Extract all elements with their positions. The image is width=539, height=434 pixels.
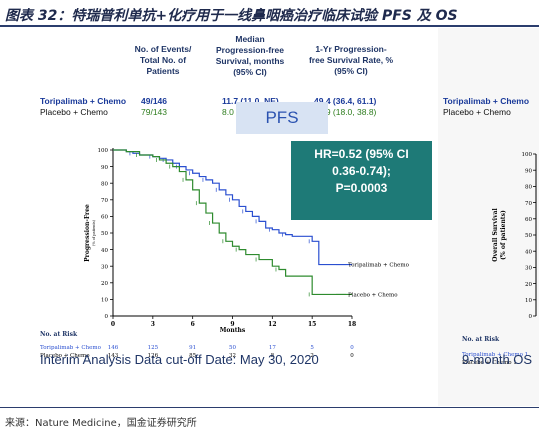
y-tick-label: 60	[101, 215, 108, 221]
right-y-tick-label: 30	[525, 266, 532, 272]
x-tick-label: 12	[268, 321, 276, 328]
right-y-tick-label: 20	[525, 282, 532, 288]
y-axis-label: Progression-Free	[84, 204, 91, 262]
row-tori-events: 49/146	[141, 96, 167, 106]
right-y-tick-label: 10	[525, 298, 532, 304]
at-risk-value: 8	[271, 353, 275, 359]
legend-label-toripalimab: Toripalimab + Chemo	[348, 263, 410, 269]
y-tick-label: 40	[101, 248, 108, 254]
row-placebo-events: 79/143	[141, 107, 167, 117]
right-y-tick-label: 90	[525, 168, 532, 174]
at-risk-value: 126	[148, 353, 159, 359]
right-row-tori: Toripalimab + Chemo	[443, 96, 530, 106]
right-at-risk-label: No. at Risk	[462, 336, 500, 343]
right-y-tick-label: 40	[525, 249, 532, 255]
source-note: 来源：Nature Medicine，国金证券研究所	[5, 418, 197, 429]
at-risk-value: 17	[269, 345, 276, 351]
y-tick-label: 80	[101, 181, 108, 187]
km-series-placebo	[113, 149, 352, 296]
row-placebo-name: Placebo + Chemo	[40, 107, 108, 117]
at-risk-value: 91	[189, 345, 196, 351]
x-tick-label: 9	[230, 321, 234, 328]
row-placebo-rate: 27.9 (18.0, 38.8)	[314, 107, 377, 117]
y-tick-label: 30	[101, 264, 108, 270]
x-tick-label: 3	[151, 321, 155, 328]
row-tori-rate: 49.4 (36.4, 61.1)	[314, 96, 377, 106]
source-rule	[0, 407, 539, 408]
figure-header: 图表 32：特瑞普利单抗+化疗用于一线鼻咽癌治疗临床试验 PFS 及 OS	[0, 0, 539, 27]
x-tick-label: 6	[191, 321, 195, 328]
at-risk-value: 32	[229, 353, 236, 359]
y-tick-label: 10	[101, 298, 108, 304]
right-y-tick-label: 50	[525, 233, 532, 239]
right-y-tick-label: 70	[525, 201, 532, 207]
legend-label-placebo: Placebo + Chemo	[348, 292, 398, 298]
y-tick-label: 90	[101, 165, 108, 171]
right-y-tick-label: 0	[529, 314, 533, 320]
col-head-events: No. of Events/ Total No. of Patients	[134, 44, 192, 76]
row-tori-median: 11.7 (11.0, NE)	[222, 96, 279, 106]
cutoff-footnote: Interim Analysis Data cut-off Date: May …	[40, 352, 319, 367]
x-tick-label: 0	[111, 321, 115, 328]
at-risk-value: 143	[108, 353, 119, 359]
right-y-axis-sublabel: (% of patients)	[500, 210, 507, 260]
at-risk-value: 85	[189, 353, 196, 359]
y-tick-label: 20	[101, 281, 108, 287]
hr-line2: 0.36-0.74);	[332, 164, 391, 178]
at-risk-label: No. at Risk	[40, 331, 78, 338]
right-y-axis-label: Overall Survival	[492, 208, 499, 262]
right-y-tick-label: 80	[525, 185, 532, 191]
at-risk-value: 146	[108, 345, 119, 351]
at-risk-value: 125	[148, 345, 159, 351]
at-risk-value: 2	[310, 353, 314, 359]
header-rule	[0, 25, 539, 27]
at-risk-value: 0	[350, 345, 354, 351]
right-at-risk-row: Toripalimab + Chemo 1	[462, 352, 528, 358]
pfs-label-box: PFS	[236, 102, 328, 134]
col-head-median: Median Progression-free Survival, months…	[215, 34, 285, 77]
at-risk-value: 50	[229, 345, 236, 351]
col-head-rate: 1-Yr Progression- free Survival Rate, % …	[308, 44, 394, 76]
y-tick-label: 0	[105, 314, 109, 320]
right-at-risk-row: Placebo + Chemo 1	[462, 360, 517, 366]
x-axis-label: Months	[220, 327, 246, 334]
right-row-placebo: Placebo + Chemo	[443, 107, 511, 117]
right-y-tick-label: 100	[522, 152, 533, 158]
hr-line3: P=0.0003	[335, 181, 388, 195]
x-tick-label: 15	[308, 321, 316, 328]
y-tick-label: 50	[101, 231, 108, 237]
figure-title: 图表 32：特瑞普利单抗+化疗用于一线鼻咽癌治疗临床试验 PFS 及 OS	[5, 8, 458, 24]
y-tick-label: 100	[98, 148, 109, 154]
y-axis-sublabel: (% of patients)	[92, 219, 96, 246]
y-tick-label: 70	[101, 198, 108, 204]
right-y-tick-label: 60	[525, 217, 532, 223]
hr-box: HR=0.52 (95% CI 0.36-0.74); P=0.0003	[291, 141, 432, 220]
row-tori-name: Toripalimab + Chemo	[40, 96, 127, 106]
at-risk-value: 0	[350, 353, 354, 359]
hr-line1: HR=0.52 (95% CI	[314, 147, 409, 161]
x-tick-label: 18	[348, 321, 356, 328]
chart-marks: Toripalimab + Chemo Placebo + Chemo	[113, 149, 410, 298]
at-risk-value: 5	[310, 345, 314, 351]
at-risk-row-name: Placebo + Chemo	[40, 353, 90, 359]
at-risk-row-name: Toripalimab + Chemo	[40, 345, 102, 351]
right-slide-panel	[438, 28, 539, 406]
os-footnote: 9-month OS	[462, 352, 533, 367]
